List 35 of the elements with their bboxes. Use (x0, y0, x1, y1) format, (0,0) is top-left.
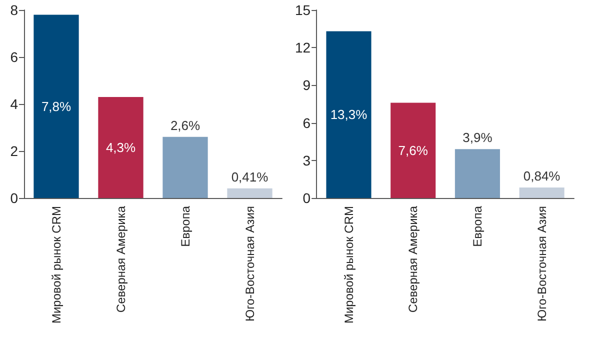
data-label: 0,41% (231, 169, 269, 184)
data-label: 13,3% (330, 107, 368, 122)
y-tick-label: 9 (302, 77, 311, 94)
bar (227, 188, 272, 198)
bar (98, 96, 144, 198)
x-tick-label: Северная Америка (114, 206, 128, 313)
x-tick-label: Северная Америка (406, 206, 420, 313)
data-label: 2,6% (170, 118, 200, 133)
data-label: 7,6% (398, 142, 428, 158)
x-tick-label: Юго-Восточная Азия (242, 206, 257, 322)
y-tick-label: 12 (294, 40, 311, 56)
data-label: 4,3% (106, 140, 136, 155)
data-label: 7,8% (41, 98, 72, 114)
x-tick-label: Европа (178, 206, 192, 247)
x-tick-label: Юго-Восточная Азия (534, 206, 549, 322)
y-tick-label: 3 (302, 152, 311, 168)
y-tick-label: 4 (10, 96, 18, 112)
y-tick-label: 6 (10, 49, 18, 65)
x-tick-label: Мировой рынок CRM (342, 206, 356, 324)
x-tick-label: Мировой рынок CRM (49, 206, 64, 324)
bar (454, 149, 500, 198)
bar (162, 136, 208, 198)
bar (326, 31, 372, 198)
bar (390, 102, 436, 198)
y-tick-label: 15 (294, 2, 311, 18)
y-tick-label: 0 (302, 190, 311, 206)
y-tick-label: 8 (10, 2, 18, 18)
y-tick-label: 6 (302, 114, 311, 131)
bar (34, 14, 79, 198)
data-label: 3,9% (462, 130, 493, 146)
y-tick-label: 0 (10, 190, 18, 206)
data-label: 0,84% (523, 168, 561, 184)
x-tick-label: Европа (470, 206, 484, 247)
y-tick-label: 2 (10, 143, 18, 159)
bar (519, 187, 564, 198)
